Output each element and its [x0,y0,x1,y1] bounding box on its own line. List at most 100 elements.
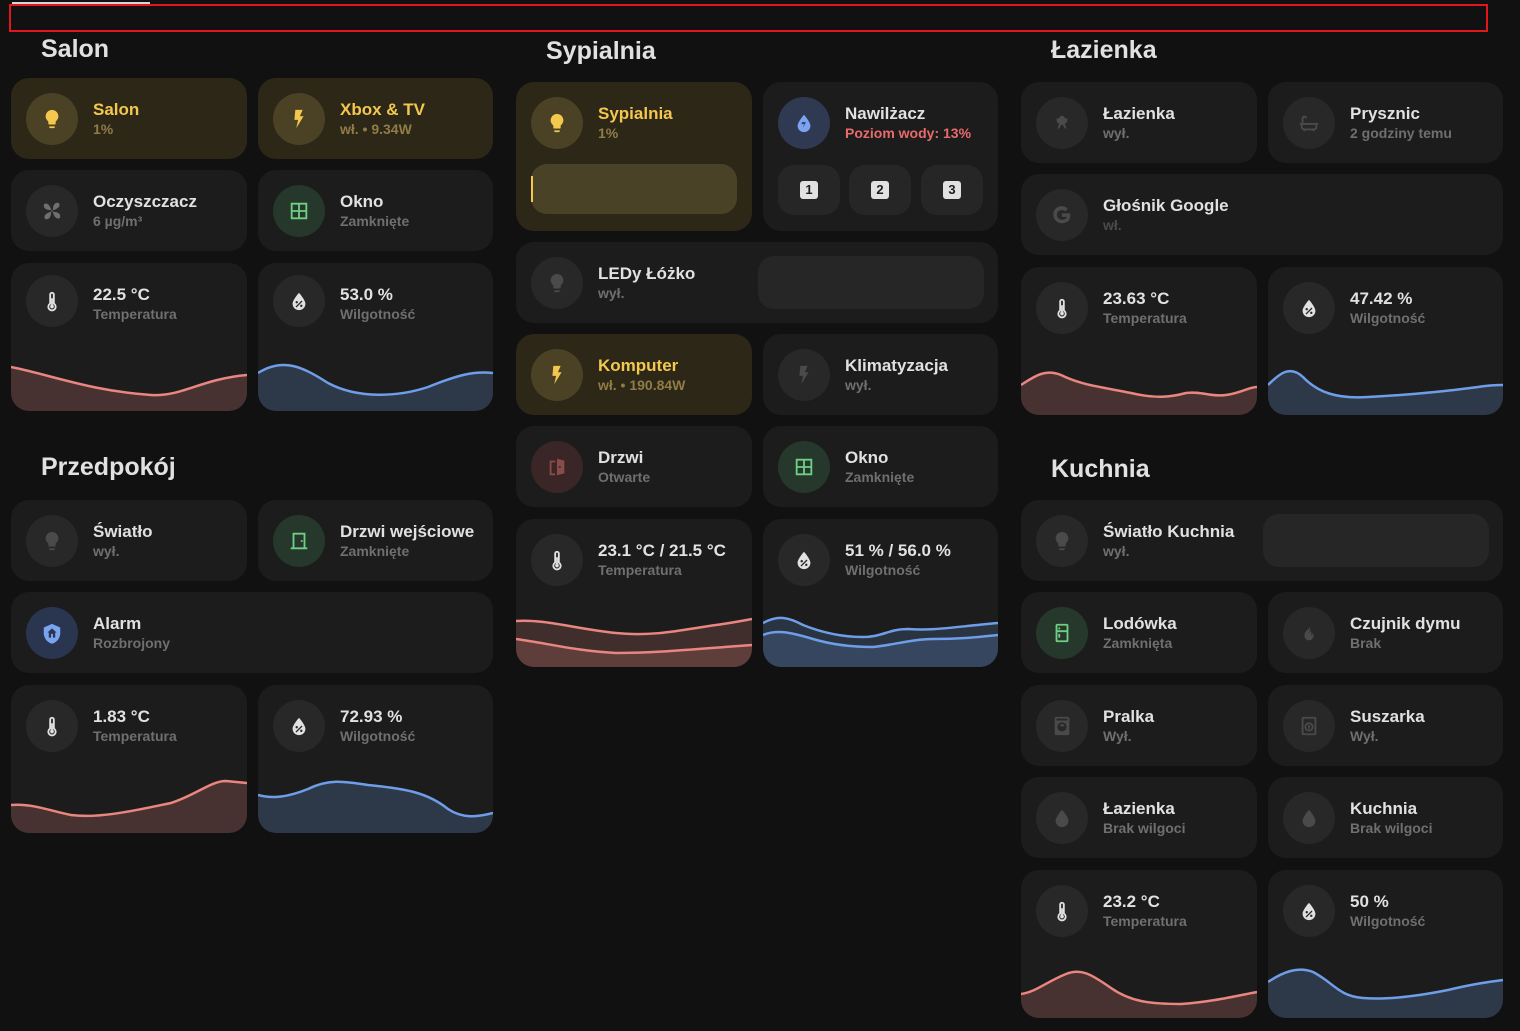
sensor-value: 53.0 % [340,285,393,304]
card-state: wył. [93,543,120,559]
switch-card-ac[interactable]: Klimatyzacja wył. [763,334,998,415]
sensor-value: 47.42 % [1350,289,1413,308]
leak-sensor-card-lazienka[interactable]: Łazienka Brak wilgoci [1021,777,1257,858]
card-state: Zamknięte [845,469,915,485]
door-card-entrance[interactable]: Drzwi wejściowe Zamknięte [258,500,493,581]
mode-button-1[interactable]: 1 [778,165,840,215]
light-card-leds[interactable]: LEDy Łóżko wył. [516,242,998,323]
temperature-card-kuchnia[interactable]: 23.2 °C Temperatura [1021,870,1257,1018]
card-state: wył. [598,285,625,301]
water-level-warning: Poziom wody: 13% [845,125,972,141]
humidity-icon [273,700,325,752]
temperature-card-salon[interactable]: 22.5 °C Temperatura [11,263,247,411]
section-title-sypialnia: Sypialnia [546,37,656,65]
mode-button-2[interactable]: 2 [849,165,911,215]
sensor-label: Temperatura [1103,913,1187,929]
temperature-card-sypialnia[interactable]: 23.1 °C / 21.5 °C Temperatura [516,519,752,667]
water-drop-icon [1283,792,1335,844]
sensor-label: Temperatura [93,728,177,744]
humidity-card-kuchnia[interactable]: 50 % Wilgotność [1268,870,1503,1018]
sensor-label: Temperatura [1103,310,1187,326]
purifier-card[interactable]: Oczyszczacz 6 µg/m³ [11,170,247,251]
card-state: Otwarte [598,469,651,485]
sensor-label: Temperatura [93,306,177,322]
card-state: wył. [1103,125,1130,141]
brightness-slider[interactable] [758,256,984,309]
speaker-card[interactable]: Głośnik Google wł. [1021,174,1503,255]
light-card-lazienka[interactable]: Łazienka wył. [1021,82,1257,163]
section-title-przedpokoj: Przedpokój [41,453,176,481]
window-card-salon[interactable]: Okno Zamknięte [258,170,493,251]
temperature-graph [1021,371,1257,415]
smoke-sensor-card[interactable]: Czujnik dymu Brak [1268,592,1503,673]
sensor-label: Wilgotność [340,728,416,744]
card-name: Łazienka [1103,104,1175,123]
temperature-graph [11,365,247,411]
temperature-card-przedpokoj[interactable]: 1.83 °C Temperatura [11,685,247,833]
card-state: Brak wilgoci [1350,820,1433,836]
card-state: Zamknięta [1103,635,1173,651]
sensor-value: 50 % [1350,892,1389,911]
brightness-slider[interactable] [531,164,737,214]
card-name: Prysznic [1350,104,1420,123]
light-card-kuchnia[interactable]: Światło Kuchnia wył. [1021,500,1503,581]
card-name: Okno [340,192,384,211]
sensor-label: Wilgotność [1350,310,1426,326]
card-name: Xbox & TV [340,100,426,119]
active-tab-indicator [12,2,150,4]
light-card-przedpokoj[interactable]: Światło wył. [11,500,247,581]
card-name: Drzwi [598,448,644,467]
card-name: Komputer [598,356,679,375]
card-state: wył. [845,377,872,393]
section-title-salon: Salon [41,35,110,63]
humidity-graph [763,616,998,667]
humidity-graph [1268,369,1503,415]
switch-card-xbox[interactable]: Xbox & TV wł. • 9.34W [258,78,493,159]
window-icon [778,441,830,493]
washer-card[interactable]: Pralka Wył. [1021,685,1257,766]
card-state: Brak wilgoci [1103,820,1186,836]
switch-card-computer[interactable]: Komputer wł. • 190.84W [516,334,752,415]
card-name: Kuchnia [1350,799,1418,818]
slider-handle[interactable] [531,176,533,202]
temperature-card-lazienka[interactable]: 23.63 °C Temperatura [1021,267,1257,415]
light-card-salon[interactable]: Salon 1% [11,78,247,159]
humidity-card-lazienka[interactable]: 47.42 % Wilgotność [1268,267,1503,415]
humidity-graph [1268,968,1503,1018]
sensor-label: Wilgotność [340,306,416,322]
shower-card[interactable]: Prysznic 2 godziny temu [1268,82,1503,163]
humidity-card-sypialnia[interactable]: 51 % / 56.0 % Wilgotność [763,519,998,667]
humidity-icon [273,275,325,327]
humidity-card-przedpokoj[interactable]: 72.93 % Wilgotność [258,685,493,833]
sensor-value: 23.2 °C [1103,892,1160,911]
bathtub-icon [1283,97,1335,149]
temperature-graph [1021,970,1257,1018]
shield-home-icon [26,607,78,659]
bulb-icon [26,515,78,567]
door-open-icon [531,441,583,493]
card-state: wył. [1103,543,1130,559]
humidity-card-salon[interactable]: 53.0 % Wilgotność [258,263,493,411]
dryer-card[interactable]: Suszarka Wył. [1268,685,1503,766]
fridge-card[interactable]: Lodówka Zamknięta [1021,592,1257,673]
sensor-value: 72.93 % [340,707,403,726]
google-icon [1036,189,1088,241]
sensor-label: Wilgotność [845,562,921,578]
mode-button-3[interactable]: 3 [921,165,983,215]
humidity-icon [1283,282,1335,334]
brightness-slider[interactable] [1263,514,1489,567]
card-state: wł. [1103,217,1122,233]
alarm-card[interactable]: Alarm Rozbrojony [11,592,493,673]
sensor-value: 23.1 °C / 21.5 °C [598,541,726,560]
mode-label: 1 [800,181,818,199]
leak-sensor-card-kuchnia[interactable]: Kuchnia Brak wilgoci [1268,777,1503,858]
card-name: Lodówka [1103,614,1177,633]
humidifier-card[interactable]: Nawilżacz Poziom wody: 13% 1 2 3 [763,82,998,231]
light-card-sypialnia[interactable]: Sypialnia 1% [516,82,752,231]
sensor-label: Temperatura [598,562,682,578]
card-name: Oczyszczacz [93,192,197,211]
door-card-sypialnia[interactable]: Drzwi Otwarte [516,426,752,507]
section-title-kuchnia: Kuchnia [1051,455,1150,483]
window-card-sypialnia[interactable]: Okno Zamknięte [763,426,998,507]
flash-icon [531,349,583,401]
